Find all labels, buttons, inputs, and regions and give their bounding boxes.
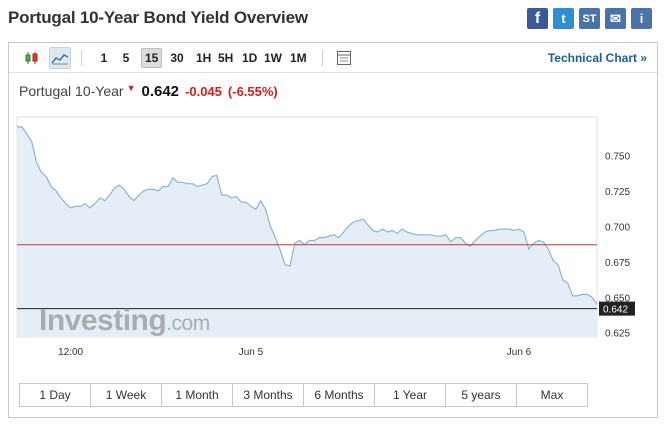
investing-watermark: Investing.com	[39, 304, 210, 338]
y-tick-label: 0.675	[605, 258, 630, 269]
range-button-3-months[interactable]: 3 Months	[233, 384, 304, 406]
period-button-5h[interactable]: 5H	[218, 51, 234, 65]
instrument-name: Portugal 10-Year	[19, 83, 124, 99]
period-button-15[interactable]: 15	[141, 48, 163, 68]
stocktwits-icon[interactable]: ST	[579, 8, 600, 29]
range-button-6-months[interactable]: 6 Months	[304, 384, 375, 406]
down-arrow-icon: ▼	[126, 83, 136, 93]
last-price-box	[599, 301, 635, 316]
period-button-1m[interactable]: 1M	[290, 51, 307, 65]
candlestick-icon[interactable]	[21, 47, 43, 69]
twitter-icon[interactable]: t	[553, 8, 574, 29]
x-tick-label: Jun 5	[239, 347, 264, 358]
price-change-percent: (-6.55%)	[227, 84, 278, 99]
watermark-suffix: .com	[166, 312, 210, 335]
page-title: Portugal 10-Year Bond Yield Overview	[8, 8, 308, 27]
info-icon[interactable]: i	[631, 8, 652, 29]
yield-chart[interactable]: 0.625 0.650 0.675 0.700 0.725 0.750 0.642 12:00…	[9, 43, 657, 378]
y-tick-label: 0.650	[605, 293, 630, 304]
share-bar: f t ST ✉ i	[527, 8, 652, 29]
range-button-1-month[interactable]: 1 Month	[162, 384, 233, 406]
range-button-1-week[interactable]: 1 Week	[91, 384, 162, 406]
period-button-5[interactable]: 5	[122, 51, 130, 65]
range-button-1-year[interactable]: 1 Year	[375, 384, 446, 406]
range-button-max[interactable]: Max	[517, 384, 587, 406]
facebook-icon[interactable]: f	[527, 8, 548, 29]
y-tick-label: 0.625	[605, 329, 630, 340]
y-tick-label: 0.750	[605, 151, 630, 162]
last-price-label: 0.642	[603, 305, 628, 316]
period-button-30[interactable]: 30	[170, 51, 184, 65]
email-icon[interactable]: ✉	[605, 8, 626, 29]
toolbar-separator	[81, 50, 82, 66]
x-tick-label: 12:00	[58, 347, 83, 358]
yield-line	[17, 126, 598, 305]
technical-chart-link[interactable]: Technical Chart »	[547, 51, 647, 65]
period-button-1w[interactable]: 1W	[264, 51, 282, 65]
range-button-5-years[interactable]: 5 years	[446, 384, 517, 406]
y-tick-label: 0.725	[605, 187, 630, 198]
price-change: -0.045	[185, 84, 222, 99]
last-price: 0.642	[141, 83, 180, 100]
period-button-1h[interactable]: 1H	[196, 51, 212, 65]
chart-toolbar: 1 5 15 30 1H 5H 1D 1W 1M Technical Chart »	[9, 43, 657, 73]
range-selector: 1 Day 1 Week 1 Month 3 Months 6 Months 1 Year…	[19, 383, 588, 407]
area-chart-icon[interactable]	[49, 47, 71, 69]
yield-area	[17, 126, 597, 338]
range-button-1-day[interactable]: 1 Day	[20, 384, 91, 406]
table-view-icon[interactable]	[333, 47, 355, 69]
quote-header: Portugal 10-Year ▼ 0.642 -0.045 (-6.55%)	[19, 83, 278, 100]
toolbar-separator	[322, 50, 323, 66]
chart-widget: 1 5 15 30 1H 5H 1D 1W 1M Technical Chart » Portu…	[8, 42, 658, 418]
period-button-1d[interactable]: 1D	[242, 51, 258, 65]
period-button-1[interactable]: 1	[100, 51, 108, 65]
y-tick-label: 0.700	[605, 222, 630, 233]
x-tick-label: Jun 6	[507, 347, 532, 358]
watermark-brand: Investing	[39, 304, 167, 337]
